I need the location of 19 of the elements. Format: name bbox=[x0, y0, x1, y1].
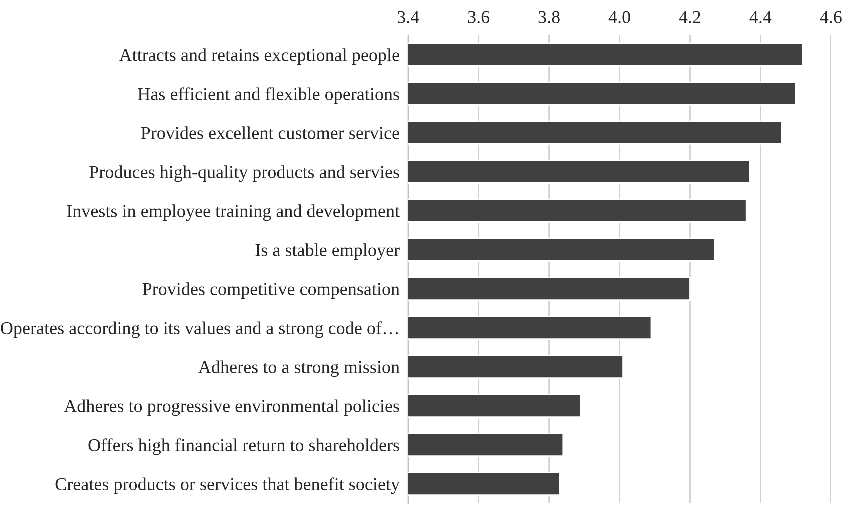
x-tick-label: 4.2 bbox=[679, 11, 701, 24]
y-tick-label: Attracts and retains exceptional people bbox=[119, 48, 400, 66]
y-tick-label: Has efficient and flexible operations bbox=[138, 88, 400, 104]
x-tick-label: 4.4 bbox=[750, 11, 772, 24]
y-tick-label: Invests in employee training and development bbox=[67, 204, 400, 222]
x-tick-label: 4.6 bbox=[820, 11, 842, 24]
y-tick-label: Operates according to its values and a strong code of… bbox=[1, 322, 398, 338]
y-tick-label: Adheres to progressive environmental policies bbox=[64, 400, 400, 416]
x-tick-label: 3.6 bbox=[468, 11, 490, 24]
x-tick-label: 3.8 bbox=[538, 11, 560, 24]
y-tick-label: Creates products or services that benefit society bbox=[56, 478, 400, 494]
x-tick-label: 3.4 bbox=[398, 11, 420, 24]
y-tick-label: Provides excellent customer service bbox=[141, 126, 400, 140]
y-tick-label: Adheres to a strong mission bbox=[198, 360, 400, 378]
y-tick-label: Is a stable employer bbox=[256, 244, 400, 260]
y-tick-label: Offers high financial return to shareholders bbox=[88, 438, 400, 456]
x-tick-label: 4.0 bbox=[608, 11, 630, 24]
y-tick-label: Produces high-quality products and servies bbox=[90, 166, 400, 182]
y-tick-label: Provides competitive compensation bbox=[142, 282, 400, 300]
